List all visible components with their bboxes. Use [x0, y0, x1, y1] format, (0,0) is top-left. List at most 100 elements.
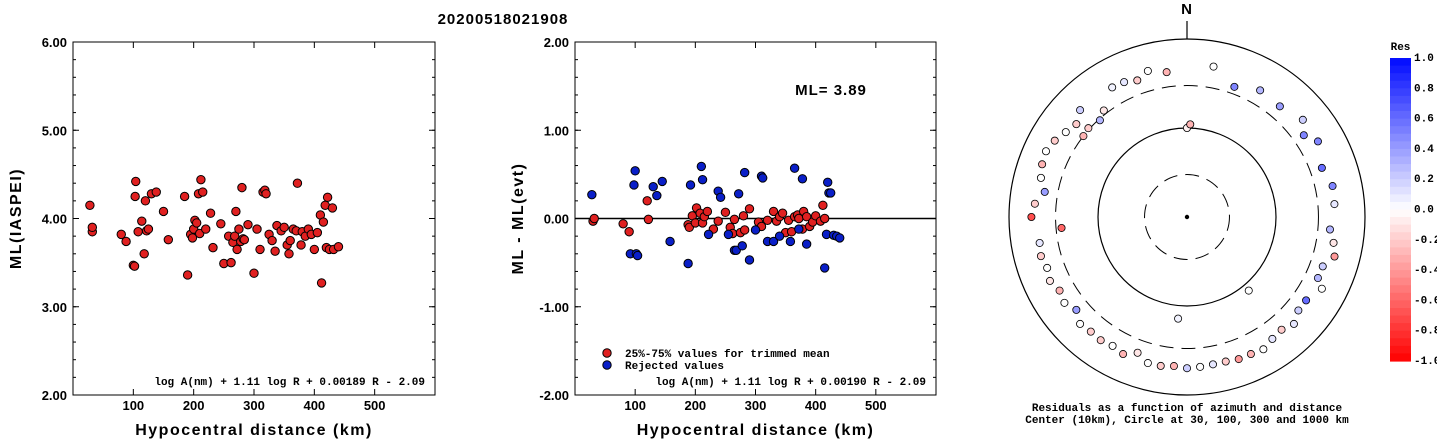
- station-residual-point: [1108, 341, 1117, 350]
- colorbar-segment: [1390, 247, 1411, 256]
- station-residual-point: [1095, 116, 1104, 125]
- data-point: [131, 176, 141, 187]
- data-point: [151, 187, 161, 197]
- data-point: [683, 258, 693, 269]
- data-point: [229, 231, 240, 241]
- station-residual-point: [1133, 348, 1142, 357]
- station-residual-point: [1040, 187, 1049, 196]
- x-tick-label: 100: [122, 398, 144, 413]
- colorbar-tick-label: 1.0: [1414, 53, 1434, 65]
- data-point: [237, 182, 247, 193]
- data-point: [316, 278, 327, 288]
- station-residual-point: [1035, 238, 1044, 247]
- station-residual-point: [1072, 120, 1081, 129]
- data-point: [196, 174, 206, 185]
- data-point: [630, 166, 640, 176]
- y-tick-label: 6.00: [42, 35, 67, 50]
- station-residual-point: [1330, 200, 1339, 209]
- colorbar-segment: [1390, 345, 1411, 355]
- station-residual-point: [1169, 362, 1178, 371]
- data-point: [629, 180, 639, 190]
- x-tick-label: 200: [183, 398, 205, 413]
- data-point: [643, 214, 654, 225]
- colorbar-segment: [1390, 164, 1411, 173]
- station-residual-point: [1302, 296, 1311, 305]
- station-residual-point: [1268, 334, 1277, 343]
- y-tick-label: 5.00: [42, 123, 67, 138]
- data-point: [322, 192, 333, 203]
- data-point: [758, 173, 768, 183]
- data-point: [713, 216, 723, 226]
- y-tick-label: 3.00: [42, 300, 67, 315]
- x-tick-label: 500: [364, 398, 386, 413]
- station-residual-point: [1043, 263, 1052, 272]
- legend-marker: [602, 348, 612, 358]
- data-point: [762, 215, 773, 225]
- data-point: [130, 191, 140, 202]
- station-residual-point: [1076, 106, 1085, 115]
- data-point: [239, 234, 250, 245]
- data-point: [139, 249, 149, 259]
- data-point: [87, 222, 98, 233]
- data-point: [785, 236, 796, 247]
- data-point: [697, 174, 708, 185]
- colorbar-segment: [1390, 209, 1411, 218]
- legend-label: 25%-75% values for trimmed mean: [625, 349, 830, 361]
- colorbar-segment: [1390, 118, 1411, 127]
- data-point: [143, 224, 154, 234]
- station-residual-point: [1061, 128, 1070, 137]
- data-point: [801, 239, 812, 249]
- station-residual-point: [1299, 131, 1308, 140]
- colorbar-segment: [1390, 232, 1411, 241]
- data-point: [774, 231, 785, 241]
- station-residual-point: [1076, 319, 1085, 328]
- station-residual-point: [1256, 86, 1265, 95]
- station-residual-point: [1230, 82, 1239, 91]
- data-point: [85, 200, 95, 210]
- station-residual-point: [1234, 355, 1243, 364]
- colorbar-segment: [1390, 179, 1411, 188]
- x-axis-label: Hypocentral distance (km): [135, 422, 373, 439]
- data-point: [823, 177, 833, 188]
- colorbar-tick-label: 0.2: [1414, 174, 1434, 186]
- colorbar-segment: [1390, 156, 1411, 165]
- data-point: [720, 207, 731, 218]
- station-residual-point: [1045, 276, 1054, 285]
- data-point: [191, 218, 202, 228]
- data-point: [648, 182, 658, 192]
- data-point: [163, 234, 174, 245]
- north-label: N: [1181, 1, 1193, 18]
- colorbar-segment: [1390, 58, 1411, 67]
- data-point: [226, 257, 236, 268]
- station-residual-point: [1108, 83, 1117, 92]
- ml-iaspei-plot: 100 200 300 400 500 2.00 3.00 4.00 5.00 6.00 Hypoc…: [8, 35, 436, 439]
- data-point: [819, 263, 830, 273]
- data-point: [789, 163, 800, 173]
- colorbar-tick-label: -0.8: [1414, 326, 1437, 338]
- colorbar-tick-label: 0.4: [1414, 144, 1434, 156]
- colorbar-segment: [1390, 285, 1411, 294]
- colorbar-segment: [1390, 292, 1411, 301]
- station-residual-point: [1156, 361, 1165, 370]
- data-point: [733, 189, 744, 199]
- data-point: [198, 187, 208, 197]
- station-residual-point: [1096, 336, 1105, 345]
- station-residual-point: [1317, 284, 1326, 293]
- station-residual-point: [1259, 345, 1268, 354]
- colorbar-segment: [1390, 270, 1411, 279]
- station-residual-point: [1289, 319, 1298, 328]
- data-point: [309, 244, 320, 255]
- station-residual-point: [1246, 350, 1255, 359]
- colorbar-segment: [1390, 353, 1411, 362]
- data-point: [285, 235, 295, 246]
- data-point: [208, 242, 218, 253]
- colorbar-tick-label: -0.6: [1414, 295, 1437, 307]
- data-point: [252, 224, 262, 234]
- data-point: [318, 217, 329, 227]
- colorbar-segment: [1390, 88, 1411, 97]
- data-point: [685, 180, 696, 190]
- y-tick-label: 2.00: [544, 35, 569, 50]
- station-residual-point: [1050, 136, 1059, 145]
- legend-label: Rejected values: [625, 361, 724, 373]
- data-point: [819, 213, 830, 224]
